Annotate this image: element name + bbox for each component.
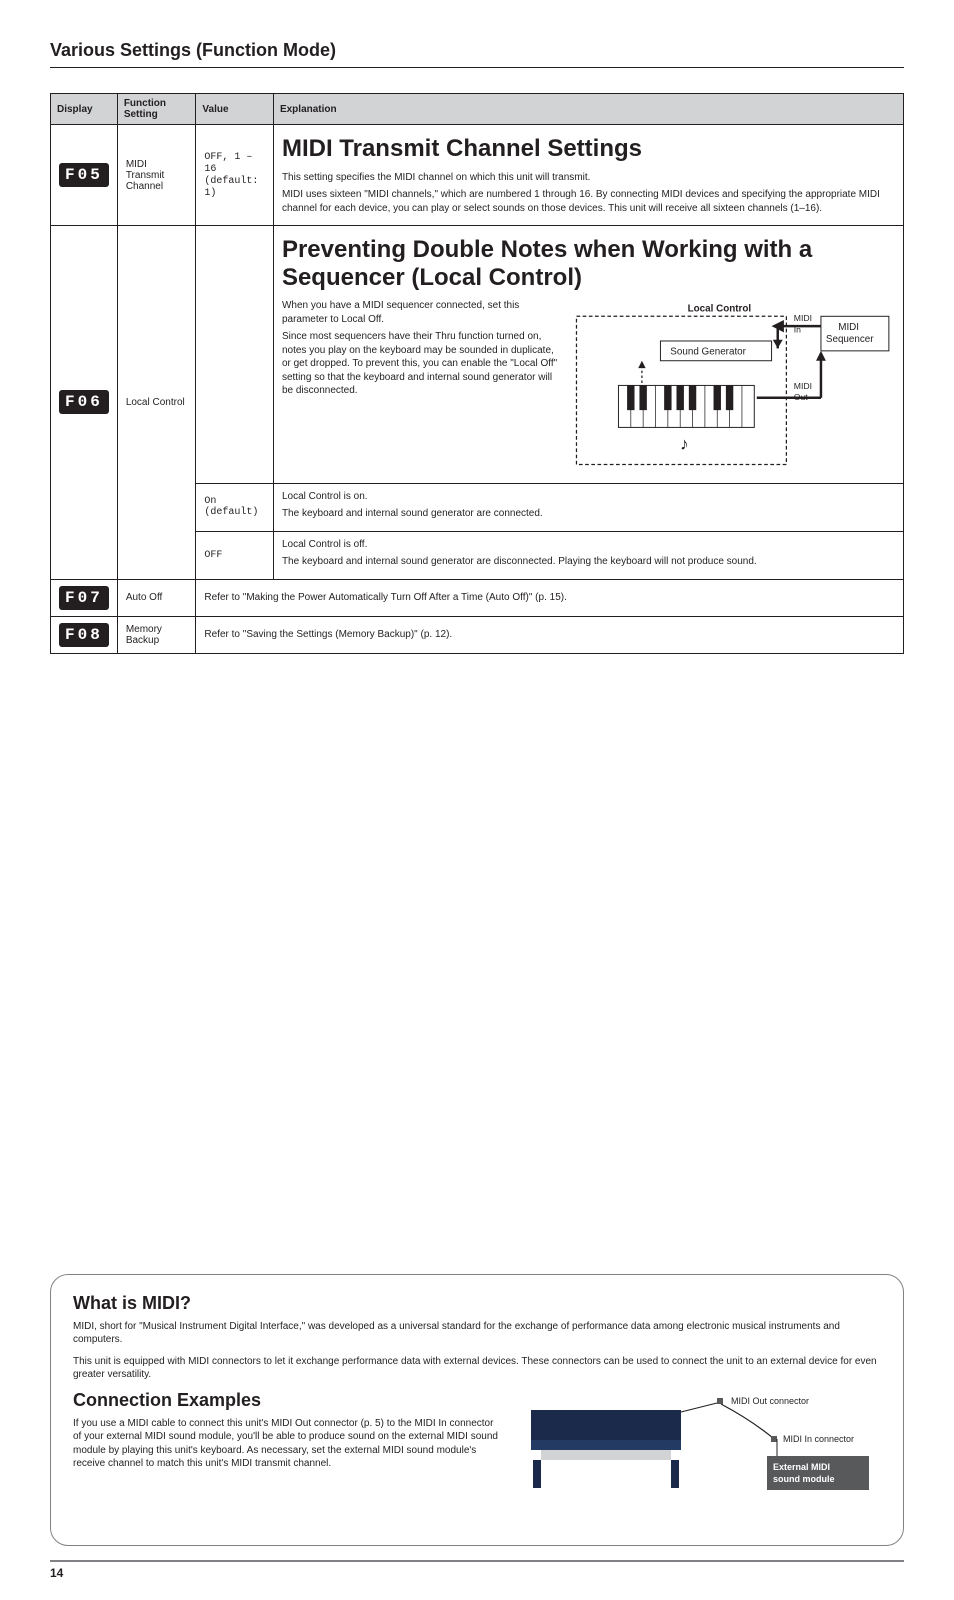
col-setting: Function Setting [117, 94, 196, 125]
explanation-para: This setting specifies the MIDI channel … [282, 171, 895, 185]
svg-text:MIDI: MIDI [794, 314, 812, 324]
explanation-title: MIDI Transmit Channel Settings [282, 135, 895, 163]
col-display: Display [51, 94, 118, 125]
page-number: 14 [50, 1560, 904, 1580]
explanation-cell: Local Control is on. The keyboard and in… [273, 483, 903, 531]
explanation-para: When you have a MIDI sequencer connected… [282, 299, 564, 326]
display-code: F08 [59, 623, 109, 647]
diagram-title-text: Local Control [688, 304, 752, 315]
explanation-cell: Refer to "Making the Power Automatically… [196, 579, 904, 616]
svg-text:sound module: sound module [773, 1474, 835, 1484]
value-cell: On (default) [196, 483, 274, 531]
explanation-cell: MIDI Transmit Channel Settings This sett… [273, 125, 903, 226]
svg-text:MIDI: MIDI [794, 381, 812, 391]
display-code: F07 [59, 586, 109, 610]
svg-text:Sequencer: Sequencer [826, 334, 874, 345]
table-row: F06 Local Control Preventing Double Note… [51, 226, 904, 484]
svg-text:MIDI In connector: MIDI In connector [783, 1434, 854, 1444]
value-range: OFF, 1 – 16 [204, 152, 252, 175]
explanation-para: Local Control is on. [282, 490, 895, 504]
display-cell: F08 [51, 616, 118, 653]
local-control-diagram: Local Control Sound Generator [574, 299, 895, 476]
col-explanation: Explanation [273, 94, 903, 125]
display-cell: F05 [51, 125, 118, 226]
value-cell: OFF, 1 – 16 (default: 1) [196, 125, 274, 226]
page-header: Various Settings (Function Mode) [50, 40, 904, 61]
explanation-para: The keyboard and internal sound generato… [282, 507, 895, 521]
explanation-title: Preventing Double Notes when Working wit… [282, 236, 895, 291]
explanation-cell: Refer to "Saving the Settings (Memory Ba… [196, 616, 904, 653]
explanation-cell: Preventing Double Notes when Working wit… [273, 226, 903, 484]
display-cell: F06 [51, 226, 118, 580]
table-row: F08 Memory Backup Refer to "Saving the S… [51, 616, 904, 653]
midi-para: This unit is equipped with MIDI connecto… [73, 1355, 881, 1382]
value-cell [196, 226, 274, 484]
table-row: F07 Auto Off Refer to "Making the Power … [51, 579, 904, 616]
connection-diagram: MIDI Out connector External MIDI sound m… [521, 1390, 881, 1505]
setting-cell: MIDI Transmit Channel [117, 125, 196, 226]
explanation-para: The keyboard and internal sound generato… [282, 555, 895, 569]
explanation-para: MIDI uses sixteen "MIDI channels," which… [282, 188, 895, 215]
svg-text:Sound Generator: Sound Generator [670, 347, 746, 358]
midi-info-box: What is MIDI? MIDI, short for "Musical I… [50, 1274, 904, 1546]
svg-text:MIDI: MIDI [838, 322, 859, 333]
value-default: (default: 1) [204, 176, 258, 199]
explanation-cell: Local Control is off. The keyboard and i… [273, 531, 903, 579]
explanation-para: Local Control is off. [282, 538, 895, 552]
svg-text:External MIDI: External MIDI [773, 1462, 830, 1472]
setting-cell: Local Control [117, 226, 196, 580]
header-rule [50, 67, 904, 68]
svg-text:♪: ♪ [680, 434, 689, 454]
midi-para: MIDI, short for "Musical Instrument Digi… [73, 1320, 881, 1347]
display-cell: F07 [51, 579, 118, 616]
setting-cell: Memory Backup [117, 616, 196, 653]
connection-body: If you use a MIDI cable to connect this … [73, 1417, 501, 1471]
table-row: F05 MIDI Transmit Channel OFF, 1 – 16 (d… [51, 125, 904, 226]
display-code: F05 [59, 163, 109, 187]
midi-heading: What is MIDI? [73, 1293, 881, 1314]
svg-text:MIDI Out connector: MIDI Out connector [731, 1396, 809, 1406]
connection-heading: Connection Examples [73, 1390, 501, 1411]
col-value: Value [196, 94, 274, 125]
function-table: Display Function Setting Value Explanati… [50, 93, 904, 654]
display-code: F06 [59, 390, 109, 414]
svg-text:In: In [794, 325, 801, 335]
setting-cell: Auto Off [117, 579, 196, 616]
explanation-para: Since most sequencers have their Thru fu… [282, 330, 564, 398]
svg-text:Out: Out [794, 393, 809, 403]
value-cell: OFF [196, 531, 274, 579]
